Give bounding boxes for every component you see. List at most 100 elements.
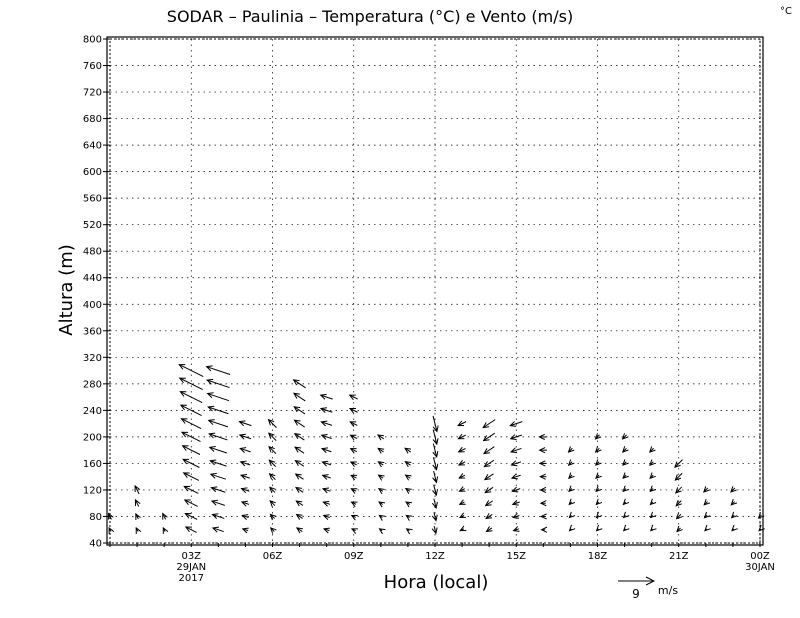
wind-vector <box>179 404 202 416</box>
wind-vector <box>179 391 203 404</box>
wind-vector <box>349 448 358 454</box>
wind-vector <box>568 524 576 532</box>
wind-vector <box>457 459 466 466</box>
x-tick-date-label: 29JAN <box>176 562 206 573</box>
wind-vector <box>674 459 683 469</box>
wind-vector-shaft <box>483 432 496 442</box>
wind-vector-head <box>210 499 218 506</box>
wind-vector-shaft <box>269 486 276 493</box>
wind-vector-head <box>484 500 492 507</box>
wind-vector-shaft <box>206 379 230 389</box>
wind-vector-head <box>269 513 277 521</box>
wind-vector <box>676 525 683 533</box>
y-axis-ticks: 40 80 120 160 200 240 280 320 360 400 440 480 520 560… <box>83 35 110 550</box>
wind-vector <box>595 485 602 493</box>
wind-vector-head <box>509 447 518 454</box>
wind-vector-head <box>432 489 438 497</box>
wind-vector-shaft <box>240 447 251 453</box>
wind-vector-head <box>349 434 357 441</box>
wind-vector-shaft <box>432 415 438 432</box>
wind-vector-head <box>269 527 277 534</box>
wind-vector-head <box>595 472 602 480</box>
wind-vector-head <box>484 487 492 494</box>
y-tick-label: 640 <box>83 141 102 152</box>
x-tick-year-label: 2017 <box>179 573 204 584</box>
wind-vector-head <box>349 448 357 454</box>
wind-vector <box>320 447 332 454</box>
wind-vector <box>295 527 303 534</box>
wind-vector-shaft <box>212 527 224 533</box>
wind-vector-head <box>482 435 490 442</box>
wind-vector-head <box>293 406 301 413</box>
wind-vector-shaft <box>239 421 252 427</box>
wind-vector <box>294 459 305 467</box>
wind-vector <box>539 500 547 507</box>
wind-vector-shaft <box>322 488 331 492</box>
wind-vector <box>205 365 231 375</box>
y-tick-label: 760 <box>83 61 102 72</box>
wind-vector <box>432 470 439 484</box>
wind-vector <box>538 433 548 440</box>
wind-vector-head <box>568 472 575 480</box>
wind-vector-shaft <box>182 445 201 455</box>
wind-vector-head <box>377 461 385 468</box>
wind-vector-shaft <box>349 421 358 426</box>
wind-vector-head <box>483 474 491 481</box>
wind-vector-head <box>432 476 439 484</box>
wind-vector-head <box>649 472 656 480</box>
wind-vector <box>649 459 656 466</box>
wind-vector-head <box>377 447 385 454</box>
wind-vector <box>268 445 277 454</box>
wind-vector <box>568 472 575 480</box>
x-tick-label: 09Z <box>344 551 364 562</box>
wind-vector-shaft <box>206 366 231 375</box>
wind-vector-shaft <box>209 433 228 441</box>
wind-vector-shaft <box>209 446 228 454</box>
wind-vector-head <box>350 474 358 481</box>
wind-vector-head <box>350 488 358 494</box>
wind-vector <box>134 498 141 507</box>
wind-vector-head <box>268 459 276 467</box>
wind-vector-head <box>539 473 546 480</box>
wind-vector <box>241 527 249 534</box>
wind-vector-head <box>431 501 438 509</box>
wind-vector <box>674 472 683 481</box>
wind-vector-head <box>458 512 467 519</box>
wind-vector-head <box>457 459 465 466</box>
wind-vector <box>377 487 385 495</box>
wind-vector-head <box>649 459 656 466</box>
wind-vector <box>703 486 710 493</box>
wind-vector <box>350 514 358 521</box>
wind-vector-head <box>509 434 517 441</box>
wind-vector <box>432 429 439 446</box>
wind-vector-shaft <box>180 404 202 416</box>
wind-vector-head <box>511 486 519 493</box>
wind-vector-head <box>295 513 303 520</box>
wind-vector-shaft <box>293 406 306 415</box>
wind-vector <box>595 511 603 519</box>
wind-vector <box>269 486 276 494</box>
wind-vector-shaft <box>321 448 332 453</box>
wind-vector-shaft <box>240 461 251 466</box>
wind-vector-shaft <box>433 470 437 483</box>
wind-vector-head <box>649 498 657 506</box>
wind-vector <box>321 460 332 467</box>
wind-vector-head <box>241 514 249 520</box>
wind-vector <box>509 447 522 454</box>
y-tick-label: 480 <box>83 247 102 258</box>
wind-vector <box>483 473 494 481</box>
wind-vector-head <box>320 447 329 454</box>
wind-vector-shaft <box>184 499 198 507</box>
wind-vector <box>240 500 250 507</box>
wind-vector <box>432 484 438 497</box>
wind-vector-shaft <box>510 447 522 453</box>
wind-vector <box>319 407 333 414</box>
y-tick-label: 520 <box>83 220 102 231</box>
y-tick-label: 360 <box>83 326 102 337</box>
wind-vector-head <box>182 458 190 465</box>
wind-vector <box>730 499 738 506</box>
wind-vector-shaft <box>511 461 522 466</box>
wind-vector-head <box>183 499 191 506</box>
wind-vector <box>485 526 493 533</box>
wind-vector <box>568 485 575 493</box>
